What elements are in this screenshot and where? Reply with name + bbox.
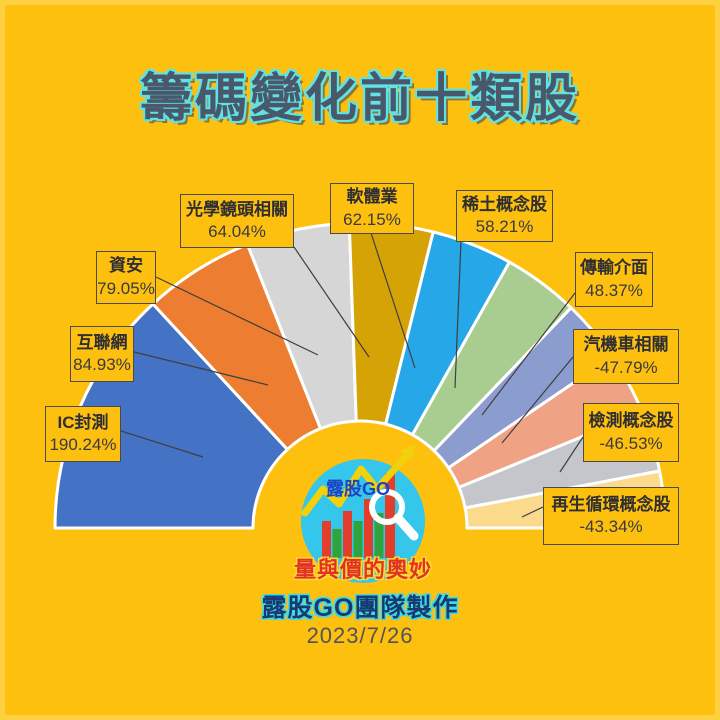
label-security-name: 資安: [109, 256, 143, 276]
label-transmission: 傳輸介面 48.37%: [575, 252, 653, 307]
leader-line-transmission: [481, 292, 576, 416]
label-testing-value: -46.53%: [599, 433, 663, 453]
label-software: 軟體業 62.15%: [330, 183, 414, 234]
footer-credit: 露股GO團隊製作: [261, 594, 459, 622]
label-internet-name: 互聯網: [76, 332, 128, 352]
label-rare-earth: 稀土概念股 58.21%: [456, 190, 553, 242]
leader-line-optics: [293, 246, 370, 358]
leader-line-auto: [501, 356, 574, 444]
leader-line-testing: [559, 436, 584, 473]
label-software-value: 62.15%: [343, 209, 401, 229]
fan-wedges: [53, 221, 667, 530]
leader-line-rare-earth: [454, 240, 462, 389]
label-security-value: 79.05%: [97, 278, 155, 298]
label-recycle: 再生循環概念股 -43.34%: [543, 487, 679, 545]
label-auto: 汽機車相關 -47.79%: [573, 329, 679, 384]
label-internet-value: 84.93%: [73, 355, 131, 374]
leader-line-internet: [133, 351, 269, 386]
label-optics: 光學鏡頭相關 64.04%: [180, 194, 294, 248]
page-title: 籌碼變化前十類股: [139, 70, 580, 128]
label-internet: 互聯網 84.93%: [70, 326, 134, 382]
leader-line-security: [155, 276, 319, 356]
label-security: 資安 79.05%: [96, 251, 156, 304]
leader-line-ic: [120, 430, 204, 458]
label-ic-name: IC封測: [57, 412, 109, 432]
label-transmission-value: 48.37%: [585, 280, 643, 300]
label-rare-earth-value: 58.21%: [475, 217, 534, 236]
logo-bar-chart-icon: [322, 473, 395, 558]
label-recycle-value: -43.34%: [579, 517, 643, 536]
label-ic: IC封測 190.24%: [45, 406, 121, 462]
label-rare-earth-name: 稀土概念股: [462, 194, 547, 214]
label-transmission-name: 傳輸介面: [580, 258, 648, 278]
label-testing: 檢測概念股 -46.53%: [583, 403, 679, 462]
magnifier-icon: [369, 489, 419, 541]
label-recycle-name: 再生循環概念股: [551, 494, 671, 514]
logo-brand-text: 露股GO: [326, 479, 390, 499]
label-optics-name: 光學鏡頭相關: [186, 199, 288, 219]
label-software-name: 軟體業: [346, 187, 398, 207]
logo: 露股GO: [301, 444, 425, 583]
label-auto-name: 汽機車相關: [583, 335, 669, 355]
leader-line-recycle: [521, 506, 544, 518]
leader-line-software: [370, 232, 416, 369]
leader-lines: [120, 232, 584, 518]
label-auto-value: -47.79%: [594, 357, 658, 377]
logo-trend-arrow-icon: [301, 444, 416, 517]
label-ic-value: 190.24%: [49, 435, 117, 454]
footer-date: 2023/7/26: [306, 623, 414, 648]
label-testing-name: 檢測概念股: [588, 411, 674, 431]
label-optics-value: 64.04%: [208, 222, 266, 241]
logo-tagline: 量與價的奧妙: [293, 557, 432, 582]
